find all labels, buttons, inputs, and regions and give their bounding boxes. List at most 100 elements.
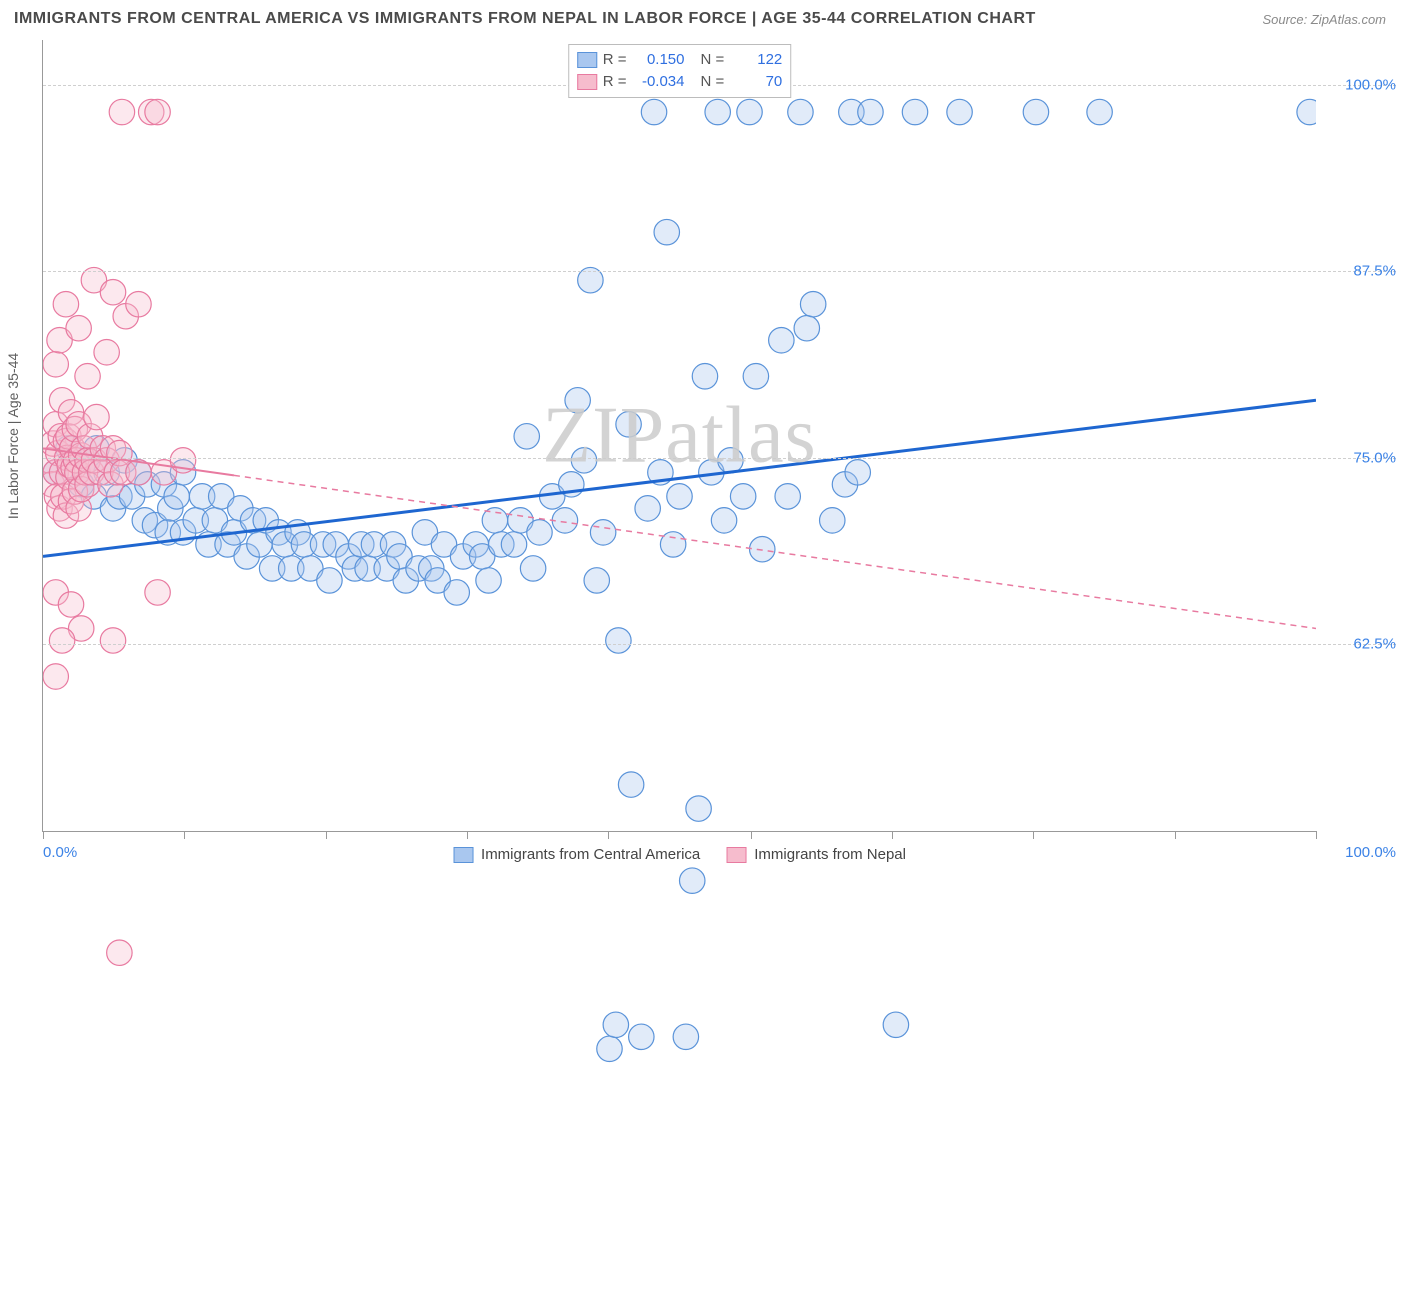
data-point [58,592,83,617]
y-tick-label: 100.0% [1326,76,1396,93]
data-point [667,484,692,509]
data-point [100,279,125,304]
data-point [590,520,615,545]
data-point [858,99,883,124]
x-tick [326,831,327,839]
swatch-series-b [726,847,746,863]
legend-label-a: Immigrants from Central America [481,846,700,863]
x-tick [892,831,893,839]
data-point [444,580,469,605]
data-point [43,664,68,689]
n-label: N = [701,71,725,93]
data-point [584,568,609,593]
r-value-b: -0.034 [633,71,685,93]
scatter-plot [43,40,1316,1313]
x-tick [184,831,185,839]
n-value-b: 70 [730,71,782,93]
x-tick [1033,831,1034,839]
y-tick-label: 87.5% [1326,263,1396,280]
data-point [641,99,666,124]
swatch-series-a [453,847,473,863]
legend-row-series-b: R = -0.034 N = 70 [577,71,783,93]
x-tick [467,831,468,839]
data-point [743,364,768,389]
data-point [800,291,825,316]
data-point [145,99,170,124]
data-point [606,628,631,653]
data-point [109,99,134,124]
data-point [737,99,762,124]
data-point [514,424,539,449]
n-label: N = [701,49,725,71]
data-point [164,484,189,509]
y-tick-label: 75.0% [1326,449,1396,466]
data-point [94,340,119,365]
data-point [527,520,552,545]
data-point [520,556,545,581]
data-point [75,364,100,389]
data-point [317,568,342,593]
data-point [126,291,151,316]
data-point [705,99,730,124]
x-tick [1316,831,1317,839]
data-point [673,1024,698,1049]
n-value-a: 122 [730,49,782,71]
gridline [43,458,1396,459]
data-point [902,99,927,124]
data-point [53,291,78,316]
x-axis-min-label: 0.0% [43,844,77,861]
data-point [750,536,775,561]
chart-area: In Labor Force | Age 35-44 62.5%75.0%87.… [42,40,1316,832]
data-point [680,868,705,893]
gridline [43,644,1396,645]
data-point [692,364,717,389]
data-point [552,508,577,533]
data-point [145,580,170,605]
r-label: R = [603,49,627,71]
y-tick-label: 62.5% [1326,636,1396,653]
data-point [769,328,794,353]
series-legend: Immigrants from Central America Immigran… [453,846,906,863]
data-point [718,448,743,473]
data-point [476,568,501,593]
data-point [711,508,736,533]
x-axis-max-label: 100.0% [1345,844,1396,861]
data-point [654,219,679,244]
data-point [883,1012,908,1037]
data-point [43,352,68,377]
data-point [635,496,660,521]
swatch-series-a [577,52,597,68]
data-point [565,388,590,413]
data-point [1087,99,1112,124]
data-point [1023,99,1048,124]
data-point [49,628,74,653]
x-tick [608,831,609,839]
data-point [100,628,125,653]
y-axis-title: In Labor Force | Age 35-44 [5,352,21,518]
data-point [820,508,845,533]
data-point [84,404,109,429]
r-label: R = [603,71,627,93]
chart-title: IMMIGRANTS FROM CENTRAL AMERICA VS IMMIG… [14,10,1036,28]
x-tick [751,831,752,839]
data-point [603,1012,628,1037]
legend-label-b: Immigrants from Nepal [754,846,906,863]
legend-item-b: Immigrants from Nepal [726,846,906,863]
correlation-legend: R = 0.150 N = 122 R = -0.034 N = 70 [568,44,792,98]
data-point [845,460,870,485]
data-point [947,99,972,124]
data-point [730,484,755,509]
legend-row-series-a: R = 0.150 N = 122 [577,49,783,71]
data-point [788,99,813,124]
data-point [107,940,132,965]
data-point [629,1024,654,1049]
data-point [616,412,641,437]
data-point [794,315,819,340]
data-point [571,448,596,473]
r-value-a: 0.150 [633,49,685,71]
legend-item-a: Immigrants from Central America [453,846,700,863]
data-point [66,315,91,340]
swatch-series-b [577,74,597,90]
x-tick [1175,831,1176,839]
source-attribution: Source: ZipAtlas.com [1262,12,1386,27]
